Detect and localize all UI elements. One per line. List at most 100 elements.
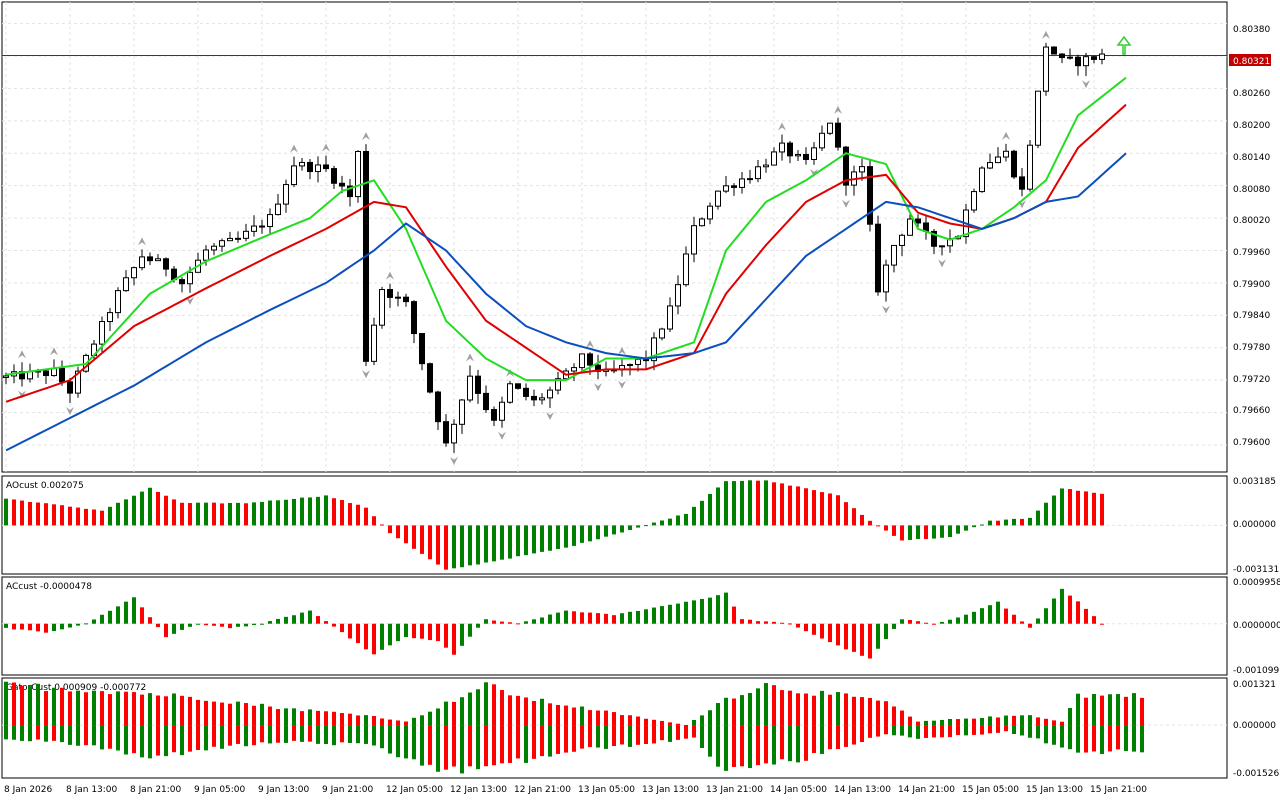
price-panel[interactable] [1, 1, 1228, 473]
gator-upper-bar [340, 713, 344, 726]
histogram-bar [804, 488, 808, 526]
histogram-bar [156, 623, 160, 628]
gator-upper-bar [220, 702, 224, 726]
gator-upper-bar [740, 695, 744, 726]
candle [875, 215, 881, 296]
histogram-bar [1092, 492, 1096, 526]
gator-lower-bar [740, 725, 744, 767]
gator-upper-bar [284, 708, 288, 726]
candle [659, 327, 665, 341]
histogram-bar [212, 623, 216, 626]
candle-body [243, 230, 249, 239]
gator-lower-bar [164, 725, 168, 757]
candle-body [331, 168, 337, 184]
candle-body [627, 363, 633, 367]
histogram-bar [20, 500, 24, 526]
histogram-bar [692, 600, 696, 624]
candle-body [67, 381, 73, 394]
gator-lower-bar [244, 725, 248, 747]
candle [59, 360, 65, 386]
gator-lower-bar [428, 725, 432, 765]
ao-axis-label: 0.000000 [1233, 520, 1276, 530]
histogram-bar [60, 505, 64, 526]
candle [387, 283, 393, 308]
histogram-bar [876, 525, 880, 527]
gator-lower-bar [596, 725, 600, 748]
candle-body [99, 321, 105, 345]
gator-upper-bar [708, 710, 712, 726]
histogram-bar [420, 623, 424, 639]
gator-upper-bar [252, 705, 256, 726]
histogram-bar [916, 525, 920, 539]
histogram-bar [820, 623, 824, 639]
gator-lower-bar [732, 725, 736, 767]
candle-body [979, 167, 985, 193]
candle-body [179, 279, 185, 285]
candle-body [1091, 56, 1097, 60]
histogram-bar [788, 485, 792, 526]
gator-upper-bar [908, 716, 912, 726]
histogram-bar [940, 621, 944, 624]
histogram-bar [308, 610, 312, 624]
histogram-bar [580, 525, 584, 543]
gator-lower-bar [1100, 725, 1104, 754]
histogram-bar [740, 619, 744, 624]
gator-lower-bar [924, 725, 928, 738]
ac-panel[interactable]: ACcust -0.0000478 [1, 576, 1228, 676]
histogram-bar [92, 509, 96, 526]
gator-upper-bar [876, 700, 880, 726]
gator-lower-bar [532, 725, 536, 759]
histogram-bar [212, 502, 216, 526]
gator-lower-bar [180, 725, 184, 756]
histogram-bar [868, 623, 872, 659]
gator-upper-bar [588, 710, 592, 726]
histogram-bar [516, 525, 520, 557]
histogram-bar [284, 499, 288, 526]
fractal-down-marker [618, 380, 626, 389]
candle-body [1099, 53, 1105, 60]
gator-lower-bar [788, 725, 792, 762]
candle [1091, 55, 1097, 64]
time-label: 8 Jan 13:00 [66, 785, 118, 795]
candle [219, 238, 225, 252]
candle [907, 214, 913, 236]
candle-body [843, 146, 849, 186]
gator-lower-bar [1020, 725, 1024, 736]
candle [483, 385, 489, 413]
candle [107, 307, 113, 331]
candle [1019, 168, 1025, 197]
candle-body [1011, 150, 1017, 178]
histogram-bar [828, 623, 832, 643]
candle-body [523, 387, 529, 397]
histogram-bar [788, 623, 792, 625]
gator-upper-bar [404, 721, 408, 726]
candle [299, 158, 305, 171]
ao-panel[interactable]: AOcust 0.002075 [1, 475, 1228, 575]
candle [979, 166, 985, 193]
candle [651, 332, 657, 371]
histogram-bar [588, 525, 592, 542]
candle [1051, 46, 1057, 55]
candle [755, 160, 761, 183]
histogram-bar [628, 525, 632, 530]
price-axis: 0.80380 0.80260 0.80200 0.80140 0.80080 … [1229, 25, 1271, 448]
candle [883, 259, 889, 302]
candle [275, 194, 281, 216]
histogram-bar [412, 525, 416, 549]
gator-upper-bar [1084, 697, 1088, 726]
histogram-bar [1076, 601, 1080, 624]
candle [795, 150, 801, 161]
candle-body [875, 223, 881, 293]
price-label: 0.80020 [1233, 216, 1270, 226]
candle-body [275, 203, 281, 216]
candle-body [739, 178, 745, 188]
candle [1067, 48, 1073, 60]
histogram-bar [4, 623, 8, 628]
fractal-up-marker [586, 340, 594, 349]
candle [1075, 54, 1081, 76]
time-label: 12 Jan 13:00 [450, 785, 507, 795]
histogram-bar [340, 623, 344, 633]
gator-panel[interactable]: GatorCust 0.000909 -0.000772 [1, 677, 1228, 779]
